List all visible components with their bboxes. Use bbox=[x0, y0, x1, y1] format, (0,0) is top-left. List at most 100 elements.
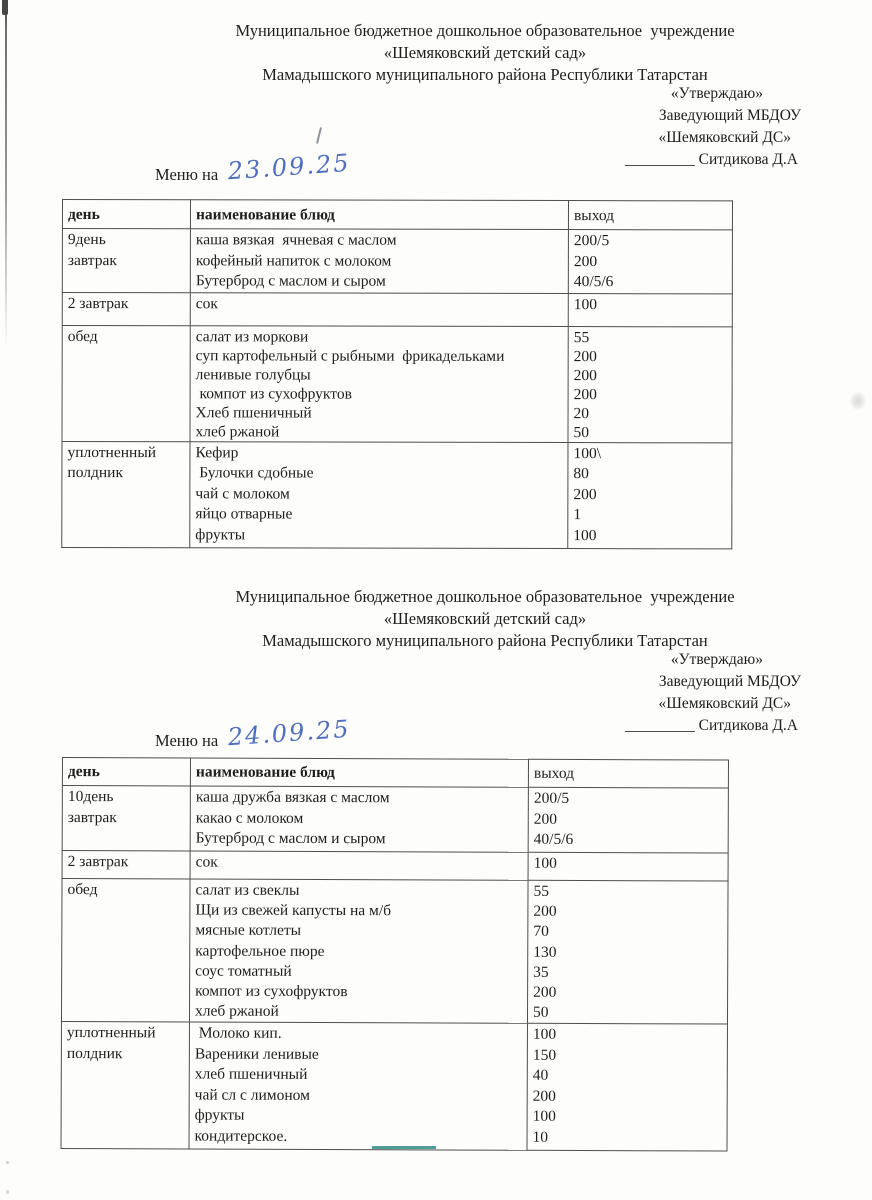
meal-label: уплотненный bbox=[67, 443, 157, 461]
signature-name: Ситдикова Д.А bbox=[698, 717, 798, 734]
dish-output: 200 bbox=[573, 485, 597, 503]
dish-output: 150 bbox=[532, 1046, 557, 1064]
dish-output: 200 bbox=[532, 1087, 556, 1105]
meal-row: обед салат из свеклы Щи из свежей капусты … bbox=[61, 878, 729, 1025]
org-line: Мамадышского муниципального района Респу… bbox=[262, 64, 708, 84]
handwritten-date: 24.09.25 bbox=[227, 714, 352, 752]
handwritten-date: 23.09.25 bbox=[227, 148, 352, 186]
meal-label: полдник bbox=[67, 464, 124, 482]
approve-line: «Утверждаю» bbox=[670, 85, 763, 102]
dish-name: Булочки сдобные bbox=[195, 464, 314, 482]
column-header-day: день bbox=[62, 757, 191, 786]
dish-output: 20 bbox=[573, 404, 590, 422]
dish-output: 200 bbox=[573, 366, 597, 384]
dish-output: 80 bbox=[573, 465, 589, 483]
organization-name: Муниципальное бюджетное дошкольное образ… bbox=[90, 20, 872, 85]
dish-name: фрукты bbox=[195, 525, 246, 543]
meal-label: полдник bbox=[66, 1044, 123, 1063]
dish-name: каша вязкая ячневая с маслом bbox=[195, 231, 397, 249]
dish-list-cell: салат из свеклы Щи из свежей капусты на м… bbox=[189, 878, 529, 1024]
dish-output: 200/5 bbox=[573, 232, 610, 250]
signature-line: _________ Ситдикова Д.А bbox=[625, 715, 801, 737]
approve-line: Заведующий МБДОУ bbox=[658, 673, 801, 690]
dish-output: 55 bbox=[533, 882, 550, 900]
dish-name: хлеб ржаной bbox=[194, 1002, 279, 1021]
meal-row: 2 завтрак сок 100 bbox=[62, 292, 733, 327]
dish-output: 55 bbox=[573, 328, 590, 346]
meal-label-cell: уплотненный полдник bbox=[60, 1021, 190, 1150]
dish-name: чай с молоком bbox=[195, 484, 290, 502]
dish-name: салат из моркови bbox=[195, 327, 309, 346]
output-list-cell: 100 bbox=[528, 852, 729, 882]
dish-name: компот из сухофруктов bbox=[195, 982, 348, 1001]
dish-name: сок bbox=[195, 294, 218, 312]
dish-name: Кефир bbox=[195, 443, 239, 461]
dish-name: Щи из свежей капусты на м/б bbox=[195, 901, 392, 920]
dish-output: 100 bbox=[573, 295, 598, 313]
output-list-cell: 55 200 70 130 35 200 50 bbox=[527, 880, 729, 1025]
dish-list-cell: салат из моркови суп картофельный с рыбны… bbox=[189, 325, 569, 443]
dish-output: 200/5 bbox=[533, 789, 570, 807]
meal-row: 2 завтрак сок 100 bbox=[62, 850, 729, 882]
dish-output: 200 bbox=[573, 252, 598, 270]
dish-output: 200 bbox=[533, 983, 557, 1001]
dish-name: Хлеб пшеничный bbox=[195, 403, 312, 422]
dish-name: кондитерское. bbox=[194, 1127, 288, 1145]
dish-name: компот из сухофруктов bbox=[195, 384, 352, 403]
dish-list-cell: сок bbox=[190, 292, 569, 327]
approval-block: «Утверждаю» Заведующий МБДОУ «Шемяковски… bbox=[625, 83, 801, 171]
meal-label: 2 завтрак bbox=[67, 853, 129, 871]
scan-smudge bbox=[850, 392, 866, 410]
dish-output: 35 bbox=[533, 963, 549, 981]
meal-row: уплотненный полдник Молоко кип. Вареники л… bbox=[60, 1021, 728, 1152]
meal-label-cell: 9день завтрак bbox=[62, 228, 191, 293]
meal-label-cell: обед bbox=[61, 325, 191, 442]
meal-label: 2 завтрак bbox=[67, 294, 129, 312]
menu-title-2: Меню на 24.09.25 bbox=[155, 715, 352, 752]
org-line: Мамадышского муниципального района Респу… bbox=[262, 630, 708, 650]
meal-row: 10день завтрак каша дружба вязкая с маслом… bbox=[62, 785, 729, 854]
dish-name: Вареники ленивые bbox=[194, 1045, 319, 1063]
dish-output: 200 bbox=[573, 385, 597, 403]
menu-title-1: Меню на 23.09.25 bbox=[155, 149, 352, 186]
dish-name: Молоко кип. bbox=[194, 1024, 282, 1043]
signature-name: Ситдикова Д.А bbox=[698, 151, 798, 168]
organization-name: Муниципальное бюджетное дошкольное образ… bbox=[90, 586, 872, 651]
dish-name: кофейный напиток с молоком bbox=[195, 251, 392, 270]
scan-corner-mark bbox=[2, 0, 8, 15]
meal-label-cell: 2 завтрак bbox=[62, 292, 191, 326]
column-header-dishes: наименование блюд bbox=[190, 757, 529, 788]
dish-name: хлеб пшеничный bbox=[194, 1065, 308, 1084]
dish-output: 100 bbox=[573, 526, 597, 544]
org-line: «Шемяковский детский сад» bbox=[383, 42, 587, 62]
table-header-row: день наименование блюд выход bbox=[62, 199, 733, 230]
meal-label: обед bbox=[67, 327, 98, 345]
meal-label: завтрак bbox=[67, 251, 117, 269]
dish-name: картофельное пюре bbox=[195, 942, 325, 960]
dish-list-cell: Молоко кип. Вареники ленивые хлеб пшеничны… bbox=[188, 1022, 528, 1151]
letterhead-2: Муниципальное бюджетное дошкольное образ… bbox=[0, 586, 872, 771]
column-header-dishes: наименование блюд bbox=[190, 199, 569, 230]
dish-output: 40/5/6 bbox=[573, 273, 614, 291]
dish-output: 70 bbox=[533, 923, 549, 941]
dish-name: мясные котлеты bbox=[195, 921, 302, 940]
output-list-cell: 100 150 40 200 100 10 bbox=[526, 1023, 728, 1152]
output-list-cell: 200/5 200 40/5/6 bbox=[568, 229, 733, 294]
column-header-output: выход bbox=[568, 200, 733, 230]
dish-list-cell: Кефир Булочки сдобные чай с молоком яйцо о… bbox=[189, 441, 568, 549]
meal-label-cell: обед bbox=[61, 878, 191, 1023]
meal-row: обед салат из моркови суп картофельный с р… bbox=[61, 325, 733, 443]
meal-label: 10день bbox=[67, 788, 114, 806]
menu-label: Меню на bbox=[155, 731, 219, 750]
dish-output: 200 bbox=[573, 347, 597, 365]
meal-label-cell: уплотненный полдник bbox=[61, 441, 190, 548]
dish-name: суп картофельный с рыбными фрикадельками bbox=[195, 346, 505, 365]
org-line: Муниципальное бюджетное дошкольное образ… bbox=[235, 587, 735, 606]
menu-label: Меню на bbox=[155, 165, 219, 184]
dish-output: 40/5/6 bbox=[533, 830, 574, 848]
dish-name: фрукты bbox=[194, 1106, 245, 1125]
signature-blank: _________ bbox=[624, 717, 695, 734]
dish-name: сок bbox=[195, 853, 218, 871]
meal-row: уплотненный полдник Кефир Булочки сдобные ч… bbox=[61, 441, 732, 549]
